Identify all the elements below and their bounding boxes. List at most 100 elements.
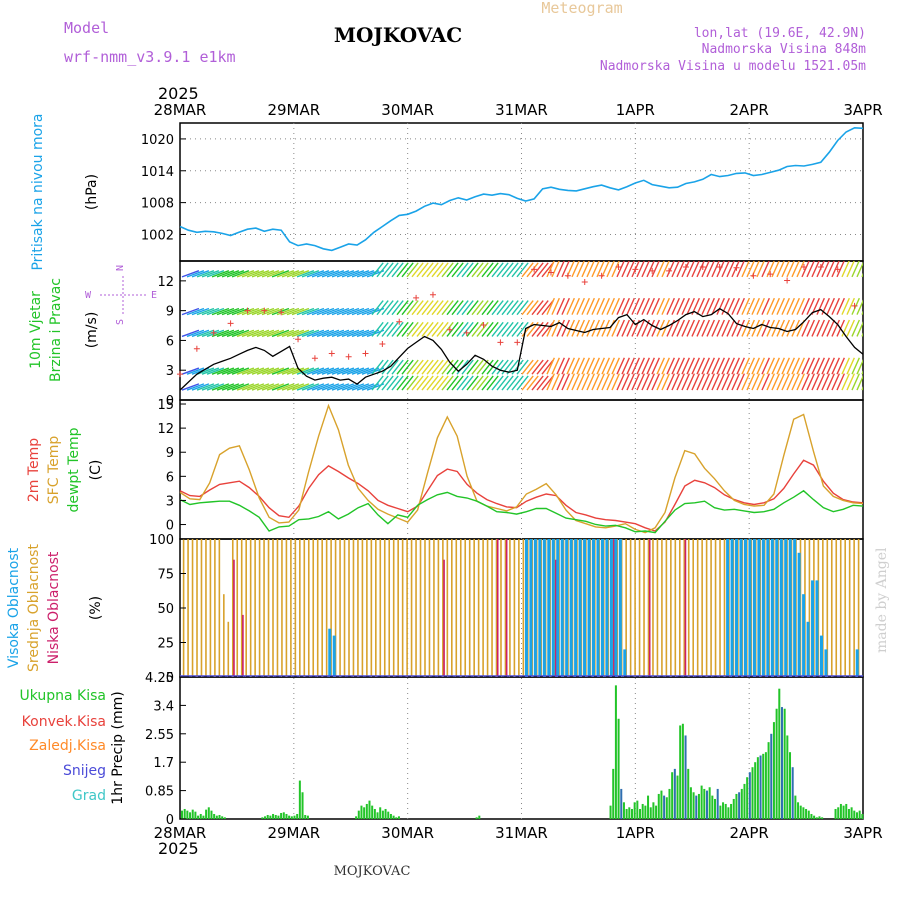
- wind-barb-icon: [226, 383, 245, 391]
- wind-barb-icon: [291, 329, 310, 338]
- wind-barb-icon: [671, 319, 680, 337]
- mid-cloud-bar: [518, 539, 520, 677]
- wind-barb-icon: [516, 262, 529, 278]
- y-tick-label: 9: [166, 446, 174, 461]
- mid-cloud-bar: [249, 539, 252, 677]
- mid-cloud-bar: [263, 539, 265, 677]
- compass-s-label: S: [115, 319, 126, 325]
- y-tick-label: 12: [157, 422, 174, 437]
- precip-bar: [671, 772, 674, 819]
- y-tick-label: 1008: [141, 197, 174, 212]
- wind-barb-icon: [356, 383, 375, 391]
- model-elevation-text: Nadmorska Visina u modelu 1521.05m: [600, 59, 866, 74]
- wind-barb-icon: [626, 297, 635, 315]
- wind-barb-icon: [356, 367, 375, 375]
- mid-cloud-bar: [830, 539, 833, 677]
- wind-barb-icon: [381, 375, 394, 391]
- wind-barb-icon: [596, 357, 605, 375]
- wind-barb-icon: [451, 300, 464, 316]
- wind-barb-icon: [706, 297, 715, 315]
- wind-barb-icon: [386, 359, 399, 375]
- precip-bar: [649, 807, 652, 819]
- wind-barb-icon: [681, 319, 690, 337]
- wind-barb-icon: [556, 373, 565, 391]
- wind-barb-icon: [691, 373, 700, 391]
- wind-gust-marker: [413, 294, 420, 301]
- wind-barb-icon: [711, 373, 720, 391]
- precip-bar: [365, 803, 368, 819]
- wind-barb-icon: [501, 359, 514, 375]
- wind-gust-marker: [834, 266, 841, 273]
- wind-barb-icon: [446, 359, 459, 375]
- precip-bar: [215, 815, 218, 819]
- wind-barb-icon: [776, 261, 785, 278]
- mid-cloud-bar: [397, 539, 399, 677]
- wind-barb-icon: [541, 262, 554, 278]
- wind-axis-label-2: Brzina i Pravac: [48, 278, 64, 382]
- precip-bar: [700, 785, 703, 819]
- wind-barb-icon: [691, 261, 700, 278]
- bottom-time-label: 3APR: [843, 824, 882, 842]
- mid-cloud-bar: [701, 539, 703, 677]
- wind-barb-icon: [181, 270, 200, 278]
- wind-barb-icon: [411, 375, 424, 391]
- wind-barb-icon: [451, 375, 464, 391]
- precip-bar: [210, 810, 213, 819]
- wind-barb-icon: [716, 297, 725, 315]
- wind-barb-icon: [686, 261, 695, 278]
- wind-barb-icon: [266, 270, 285, 278]
- mid-cloud-bar: [464, 539, 467, 677]
- wind-barb-icon: [726, 319, 735, 337]
- wind-barb-icon: [661, 373, 670, 391]
- precip-bar: [786, 735, 789, 819]
- precip-legend-item: Snijeg: [63, 763, 106, 779]
- precip-bar: [261, 817, 264, 819]
- wind-barb-icon: [381, 321, 394, 337]
- precip-bar: [183, 808, 186, 819]
- wind-barb-icon: [591, 319, 600, 337]
- mid-cloud-bar: [446, 539, 449, 677]
- wind-barb-icon: [626, 373, 635, 391]
- wind-barb-icon: [221, 383, 240, 391]
- wind-barb-icon: [286, 270, 305, 278]
- wind-barb-icon: [651, 297, 660, 315]
- wind-barb-icon: [211, 307, 230, 316]
- high-cloud-bar: [560, 539, 564, 677]
- wind-barb-icon: [646, 373, 655, 391]
- wind-barb-icon: [451, 321, 464, 337]
- wind-barb-icon: [586, 297, 595, 315]
- wind-barb-icon: [216, 329, 235, 338]
- mid-cloud-bar: [343, 539, 346, 677]
- wind-barb-icon: [431, 262, 444, 278]
- wind-barb-icon: [616, 297, 625, 315]
- precip-bar: [657, 793, 660, 819]
- wind-barb-icon: [456, 262, 469, 278]
- wind-gust-marker: [210, 329, 217, 336]
- wind-barb-icon: [346, 270, 365, 278]
- mid-cloud-bar: [406, 539, 408, 677]
- precip-bar: [379, 807, 382, 819]
- y-tick-label: 1.7: [153, 756, 174, 771]
- precip-bar: [655, 805, 658, 819]
- wind-barb-icon: [436, 300, 449, 316]
- high-cloud-bar: [784, 539, 788, 677]
- high-cloud-bar: [587, 539, 591, 677]
- precip-bar: [807, 810, 810, 819]
- wind-barb-icon: [431, 375, 444, 391]
- wind-barb-icon: [371, 262, 384, 278]
- mid-cloud-bar: [428, 539, 431, 677]
- mid-cloud-bar: [656, 539, 659, 677]
- wind-barb-icon: [306, 383, 325, 391]
- wind-barb-icon: [846, 261, 855, 278]
- precip-legend-item: Zaledj.Kisa: [29, 738, 106, 754]
- wind-barb-icon: [801, 319, 810, 337]
- wind-barb-icon: [376, 321, 389, 337]
- lonlat-text: lon,lat (19.6E, 42.9N): [694, 26, 866, 41]
- precip-bar: [269, 815, 272, 819]
- wind-barb-icon: [391, 359, 404, 375]
- wind-barb-icon: [576, 261, 585, 278]
- precip-bar: [395, 817, 398, 819]
- precip-bar: [639, 808, 642, 819]
- wind-barb-icon: [206, 383, 225, 391]
- wind-gust-marker: [244, 307, 251, 314]
